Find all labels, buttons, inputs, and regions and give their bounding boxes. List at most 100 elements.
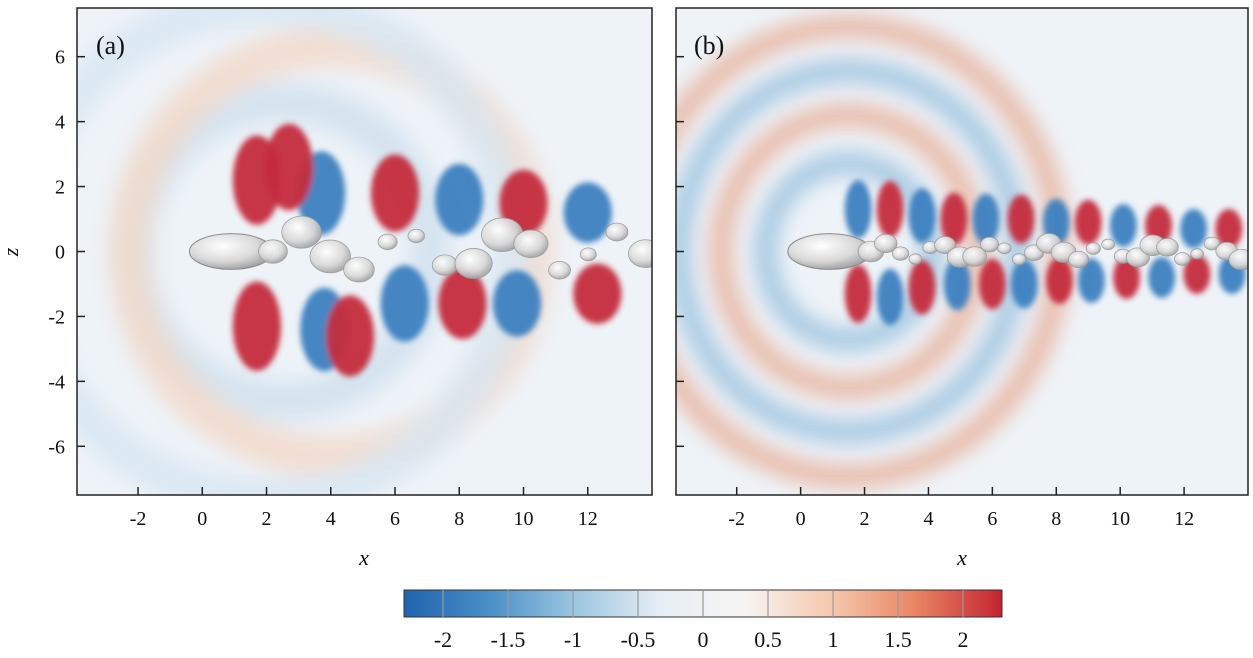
x-tick-label: 4 <box>326 508 336 530</box>
vortex-structure <box>548 260 571 280</box>
vortex-structure <box>1156 237 1179 257</box>
vortex-structure <box>628 239 652 268</box>
vortex-structure <box>980 236 1000 253</box>
x-tick-label: 0 <box>796 508 806 530</box>
vortex-structure <box>1068 250 1089 268</box>
colorbar: -2 -1.5 -1 -0.5 0 0.5 1 1.5 2 <box>403 589 1003 652</box>
panel-b: -2 0 2 4 6 8 10 12 (b) x <box>675 7 1249 570</box>
vortex-structure <box>454 248 493 280</box>
y-tick-label: 4 <box>55 112 65 134</box>
field-lobe-23 <box>1215 209 1243 249</box>
vortex-structure <box>343 256 375 283</box>
x-tick-label: 2 <box>860 508 870 530</box>
x-tick-label: 2 <box>262 508 272 530</box>
panel-a-xlabel: x <box>358 545 369 570</box>
lobes <box>844 180 1246 326</box>
field-lobe-9 <box>435 163 484 236</box>
vortex-structure <box>1174 252 1191 266</box>
panel-a-field <box>77 8 622 495</box>
panel-a-background <box>77 8 652 495</box>
vortex-structure <box>908 253 923 265</box>
x-tick-label: 12 <box>578 508 598 530</box>
field-lobe-17 <box>1109 204 1137 248</box>
vortex-structure <box>309 239 351 274</box>
colorbar-tick-label: 1.5 <box>884 627 912 652</box>
colorbar-tick-label: -0.5 <box>621 627 656 652</box>
vortex-structure <box>934 236 956 254</box>
colorbar-tick-label: 1 <box>828 627 839 652</box>
x-tick-label: 6 <box>987 508 997 530</box>
field-lobe-1 <box>844 180 872 239</box>
field-lobe-5 <box>908 188 936 244</box>
field-lobe-5 <box>264 123 314 211</box>
vortex-structure <box>962 246 988 267</box>
x-tick-label: 4 <box>923 508 933 530</box>
x-tick-label: -2 <box>728 508 745 530</box>
y-tick-label: 6 <box>55 47 65 69</box>
field-lobe-8 <box>943 257 971 311</box>
vortex-structure <box>431 254 458 276</box>
colorbar-tick-label: -2 <box>434 627 452 652</box>
vortex-structure <box>1085 242 1101 255</box>
panel-a-isosurface <box>188 215 652 283</box>
field-lobe-10 <box>438 267 487 340</box>
x-tick-label: 8 <box>454 508 464 530</box>
field-lobe-4 <box>876 268 904 326</box>
colorbar-tick-label: 0.5 <box>754 627 782 652</box>
panel-b-ticks: -2 0 2 4 6 8 10 12 <box>676 55 1194 530</box>
x-tick-label: -2 <box>130 508 147 530</box>
vortex-structure <box>1101 238 1116 251</box>
lobes <box>232 123 622 377</box>
vortex-structure <box>1190 248 1204 260</box>
y-tick-label: 0 <box>55 242 65 264</box>
colorbar-tick-label: 0 <box>698 627 709 652</box>
y-tick-label: 2 <box>55 177 65 199</box>
field-lobe-2 <box>876 181 904 238</box>
field-lobe-7 <box>370 154 420 232</box>
panel-a: -2 0 2 4 6 8 10 12 -6 -4 -2 0 2 4 6 (a) x z <box>0 7 653 570</box>
field-lobe-14 <box>573 263 622 324</box>
colorbar-tick-label: 2 <box>958 627 969 652</box>
x-tick-label: 12 <box>1174 508 1194 530</box>
panel-b-isosurface <box>787 233 1248 271</box>
field-lobe-13 <box>563 182 612 243</box>
field-lobe-16 <box>1077 258 1105 304</box>
field-lobe-3 <box>844 264 872 323</box>
colorbar-tick-label: -1.5 <box>491 627 526 652</box>
vortex-structure <box>874 233 898 254</box>
colorbar-tick-label: -1 <box>564 627 582 652</box>
vortex-structure <box>258 239 288 264</box>
field-lobe-10 <box>978 258 1006 310</box>
vortex-structure <box>891 246 910 261</box>
vortex-structure <box>513 229 549 259</box>
vortex-structure <box>407 228 425 244</box>
panel-a-ticks: -2 0 2 4 6 8 10 12 -6 -4 -2 0 2 4 6 <box>48 47 597 530</box>
y-tick-label: -2 <box>48 306 65 328</box>
vortex-structure <box>1203 236 1221 251</box>
x-tick-label: 6 <box>390 508 400 530</box>
vortex-structure <box>281 215 322 249</box>
panel-a-ylabel: z <box>0 247 23 257</box>
vortex-structure <box>605 222 629 242</box>
field-lobe-20 <box>1148 257 1176 298</box>
field-lobe-8 <box>380 265 429 342</box>
panel-a-label: (a) <box>96 31 125 60</box>
x-tick-label: 10 <box>1110 508 1130 530</box>
vortex-structure <box>579 247 597 262</box>
x-tick-label: 0 <box>197 508 207 530</box>
vortex-structure <box>997 242 1012 255</box>
field-lobe-6 <box>325 295 375 377</box>
field-lobe-15 <box>1074 199 1102 245</box>
y-tick-label: -4 <box>48 371 65 393</box>
field-lobe-14 <box>1046 257 1073 305</box>
panel-b-xlabel: x <box>956 545 967 570</box>
x-tick-label: 8 <box>1051 508 1061 530</box>
panel-b-label: (b) <box>694 31 724 60</box>
field-lobe-7 <box>940 192 968 246</box>
field-lobe-22 <box>1183 254 1211 294</box>
vortex-structure <box>1011 253 1027 266</box>
field-lobe-12 <box>492 270 542 337</box>
vortex-structure <box>377 233 398 251</box>
colorbar-ticks: -2 -1.5 -1 -0.5 0 0.5 1 1.5 2 <box>434 590 969 652</box>
